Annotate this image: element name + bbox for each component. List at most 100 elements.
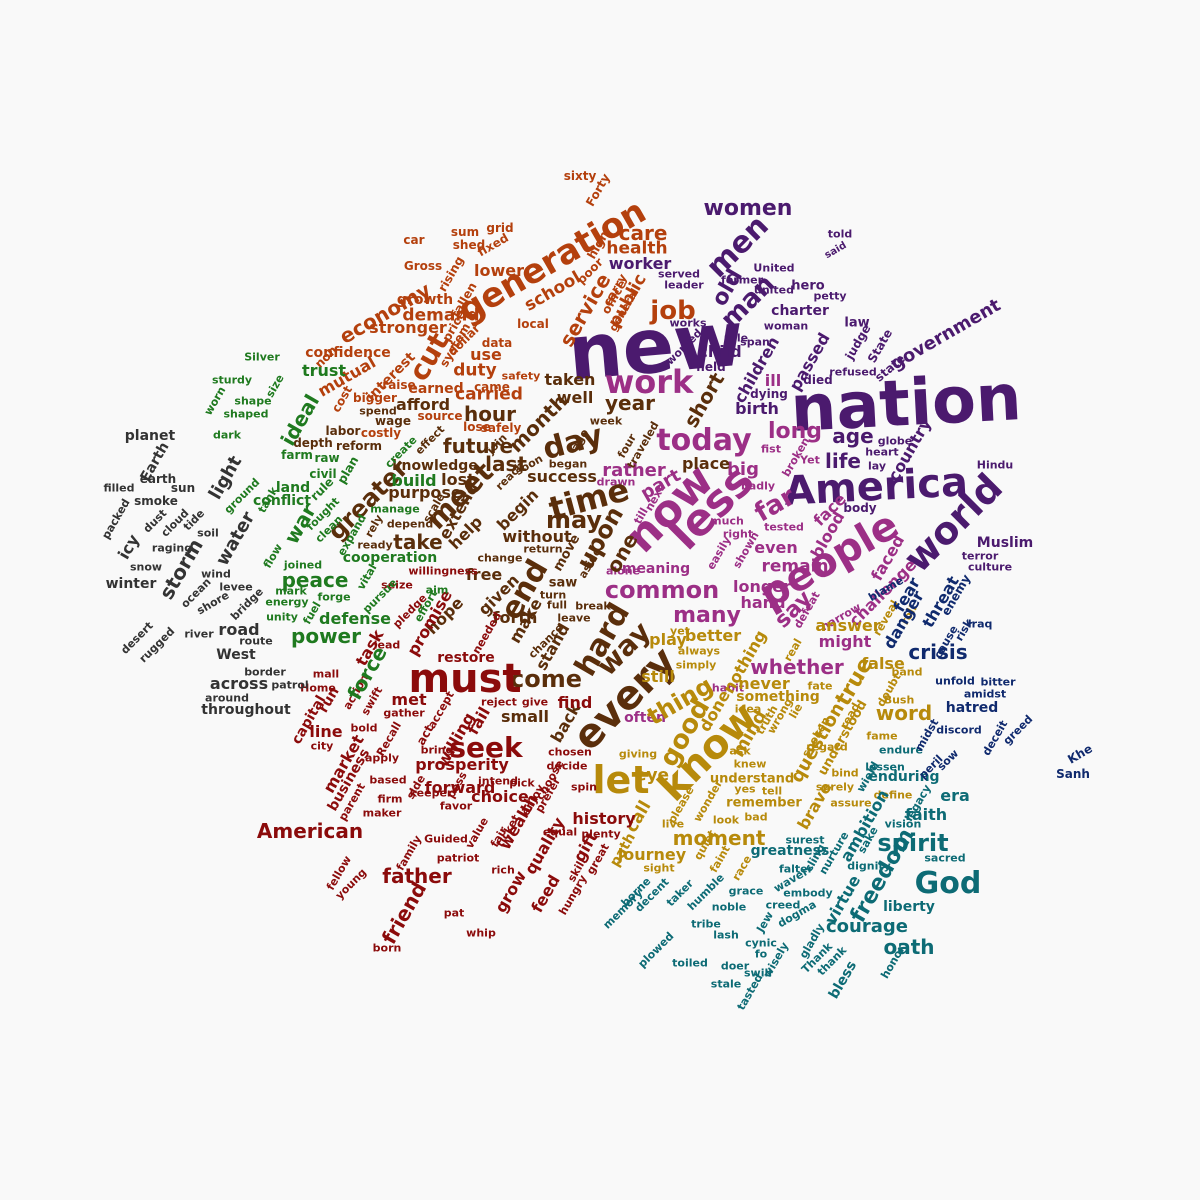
- cloud-word: give: [521, 695, 549, 709]
- cloud-word: works: [669, 316, 707, 330]
- cloud-word: flow: [260, 541, 286, 571]
- cloud-word: ask: [729, 744, 751, 758]
- cloud-word: land: [275, 480, 311, 496]
- cloud-word: Sanh: [1056, 767, 1090, 781]
- cloud-word: refused: [829, 365, 877, 379]
- cloud-word: earned: [408, 381, 464, 397]
- cloud-word: full: [546, 598, 568, 612]
- cloud-word: defense: [319, 609, 391, 628]
- cloud-word: sow: [934, 746, 962, 774]
- cloud-word: toiled: [672, 956, 708, 970]
- cloud-word: falter: [778, 862, 814, 876]
- cloud-word: dignity: [847, 859, 891, 873]
- cloud-word: forth: [492, 608, 538, 627]
- cloud-word: eye: [634, 765, 670, 786]
- cloud-word: fate: [807, 679, 833, 693]
- cloud-word: hero: [791, 278, 825, 294]
- cloud-word: oath: [883, 935, 935, 959]
- cloud-word: Silver: [244, 350, 280, 364]
- cloud-word: life: [825, 449, 861, 473]
- cloud-word: sun: [170, 481, 196, 495]
- cloud-word: gather: [383, 706, 425, 720]
- cloud-word: died: [803, 373, 833, 387]
- cloud-word: Khe: [1065, 741, 1095, 767]
- cloud-word: lessen: [865, 760, 905, 774]
- cloud-word: bigger: [353, 391, 397, 405]
- cloud-word: moment: [672, 826, 766, 850]
- cloud-word: woman: [763, 319, 809, 333]
- cloud-word: still: [641, 667, 675, 686]
- cloud-word: border: [244, 665, 286, 679]
- cloud-word: sum: [450, 225, 480, 239]
- cloud-word: friend: [376, 877, 432, 949]
- cloud-word: whether: [750, 655, 844, 679]
- cloud-word: leave: [557, 611, 591, 625]
- cloud-word: power: [291, 624, 361, 648]
- cloud-word: culture: [967, 560, 1013, 574]
- cloud-word: vital: [354, 561, 380, 593]
- cloud-word: right: [722, 527, 754, 541]
- cloud-word: West: [216, 647, 256, 663]
- cloud-word: raise: [382, 378, 416, 392]
- cloud-word: shaped: [223, 407, 269, 421]
- cloud-word: petty: [813, 289, 847, 303]
- cloud-word: data: [481, 336, 513, 350]
- cloud-word: road: [218, 620, 260, 639]
- cloud-word: journey: [617, 845, 687, 864]
- cloud-word: stale: [710, 977, 742, 991]
- cloud-word: cynic: [745, 936, 777, 950]
- cloud-word: based: [369, 773, 407, 787]
- cloud-word: Iraq: [967, 617, 993, 631]
- cloud-word: alone: [605, 564, 641, 578]
- cloud-word: future: [442, 434, 514, 458]
- cloud-word: conflict: [252, 493, 312, 509]
- cloud-word: lash: [713, 928, 739, 942]
- cloud-word: endure: [879, 743, 923, 757]
- cloud-word: yet: [670, 624, 690, 638]
- cloud-word: plenty: [581, 827, 621, 841]
- cloud-word: globe: [877, 434, 913, 448]
- cloud-word: car: [403, 233, 425, 247]
- cloud-word: liberty: [883, 899, 935, 915]
- cloud-word: Guided: [424, 832, 468, 846]
- cloud-word: safety: [501, 369, 541, 383]
- cloud-word: never: [738, 674, 790, 693]
- cloud-word: decide: [546, 759, 588, 773]
- cloud-word: Yet: [800, 453, 820, 467]
- cloud-word: around: [205, 691, 249, 705]
- cloud-word: city: [310, 739, 334, 753]
- cloud-word: history: [572, 809, 636, 828]
- cloud-word: tell: [761, 784, 783, 798]
- cloud-word: snow: [129, 560, 163, 574]
- cloud-word: age: [832, 424, 874, 448]
- cloud-word: body: [843, 501, 877, 515]
- cloud-word: Bush: [883, 693, 915, 707]
- cloud-word: throughout: [201, 702, 291, 718]
- cloud-word: fame: [866, 729, 898, 743]
- cloud-word: year: [605, 391, 655, 415]
- cloud-word: sixty: [563, 169, 597, 183]
- cloud-word: band: [891, 665, 923, 679]
- cloud-word: bitter: [980, 675, 1016, 689]
- cloud-word: Hindu: [976, 458, 1014, 472]
- cloud-word: lost: [441, 470, 475, 489]
- cloud-word: answer: [815, 616, 881, 635]
- cloud-word: Muslim: [976, 535, 1034, 551]
- cloud-word: false: [861, 654, 905, 673]
- cloud-word: icy: [113, 530, 144, 563]
- cloud-word: knowledge: [392, 458, 478, 474]
- cloud-word: discord: [936, 723, 982, 737]
- cloud-word: Gross: [403, 259, 443, 273]
- cloud-word: afford: [395, 395, 451, 414]
- cloud-word: intend: [477, 774, 519, 788]
- cloud-word: Jew: [753, 909, 777, 935]
- cloud-word: badly: [740, 479, 776, 493]
- cloud-word: rich: [491, 863, 515, 877]
- cloud-word: sturdy: [211, 373, 253, 387]
- cloud-word: route: [239, 634, 273, 648]
- cloud-word: shape: [234, 394, 272, 408]
- cloud-word: understand: [709, 771, 795, 787]
- cloud-word: lead: [373, 638, 401, 652]
- cloud-word: something: [736, 689, 820, 705]
